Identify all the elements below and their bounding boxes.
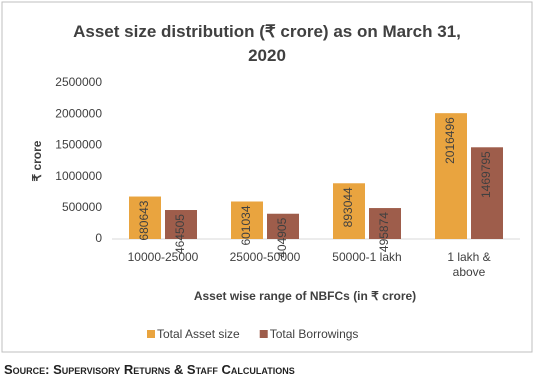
x-tick-label: 25000-50000	[229, 250, 301, 264]
bar	[333, 183, 365, 239]
x-tick-label: 10000-25000	[127, 250, 199, 264]
source-note: Source: Supervisory Returns & Staff Calc…	[4, 362, 295, 377]
chart-title: Asset size distribution (₹ crore) as on …	[73, 22, 461, 65]
bar	[369, 208, 401, 239]
value-label: 2016496	[443, 117, 457, 164]
legend-swatch	[147, 330, 155, 338]
y-tick-label: 2500000	[55, 75, 102, 89]
bar	[435, 113, 467, 239]
bar	[129, 196, 161, 239]
legend-label: Total Asset size	[157, 327, 240, 341]
y-tick-label: 1000000	[55, 169, 102, 183]
value-label: 680643	[137, 200, 151, 240]
y-tick-label: 500000	[62, 200, 102, 214]
value-label: 495874	[377, 212, 391, 252]
bar	[231, 201, 263, 239]
value-label: 464505	[173, 214, 187, 254]
y-axis-title: ₹ crore	[30, 140, 44, 181]
bar	[471, 147, 503, 239]
value-label: 1469795	[479, 151, 493, 198]
value-label: 404905	[275, 217, 289, 257]
y-tick-label: 2000000	[55, 106, 102, 120]
bar	[165, 210, 197, 239]
x-axis-title: Asset wise range of NBFCs (in ₹ crore)	[194, 289, 416, 303]
bar	[267, 213, 299, 239]
legend-swatch	[259, 330, 268, 338]
x-tick-label: 50000-1 lakh	[332, 250, 402, 264]
y-tick-label: 0	[95, 231, 102, 245]
x-tick-label: 1 lakh & above	[447, 250, 491, 279]
value-label: 893044	[341, 187, 355, 227]
legend-label: Total Borrowings	[270, 327, 359, 341]
value-label: 601034	[239, 205, 253, 245]
y-tick-label: 1500000	[55, 138, 102, 152]
